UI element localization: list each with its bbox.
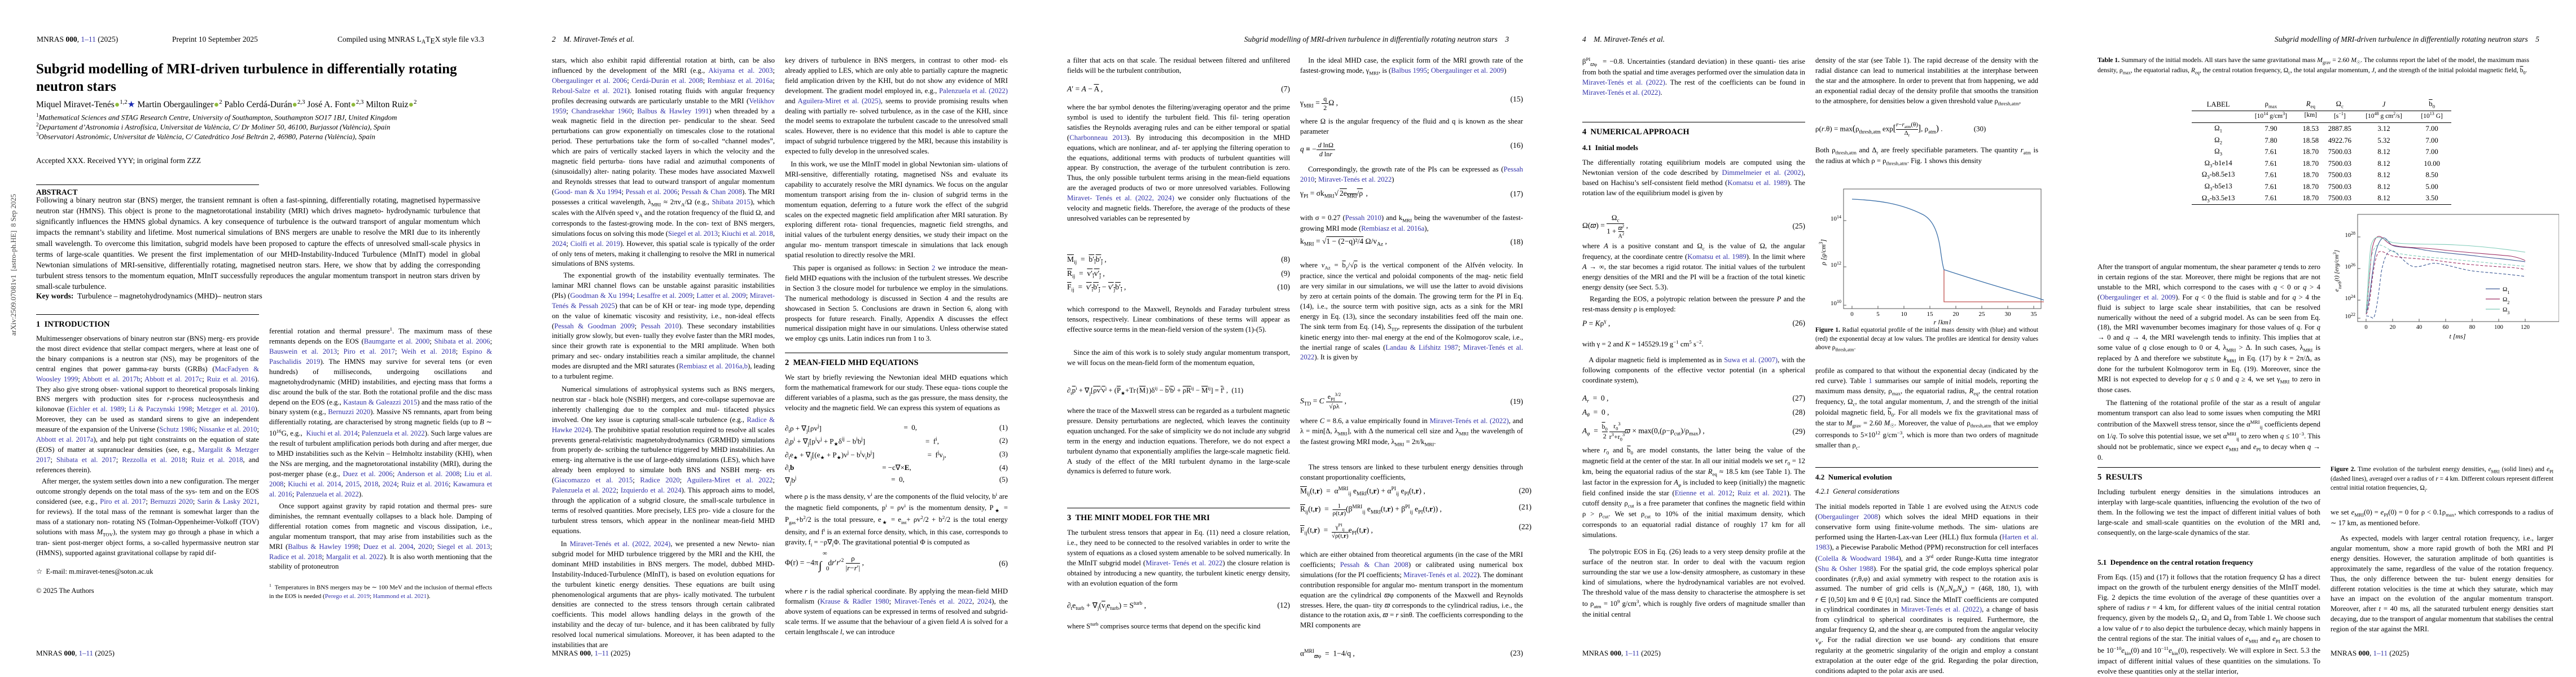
svg-text:0: 0 <box>1850 311 1854 318</box>
svg-text:40: 40 <box>2416 324 2423 331</box>
svg-text:15: 15 <box>1927 311 1934 318</box>
svg-text:t [ms]: t [ms] <box>2449 332 2465 340</box>
svg-text:35: 35 <box>2031 311 2038 318</box>
svg-text:r [km]: r [km] <box>1933 318 1951 324</box>
svg-text:ρ [g/cm3]: ρ [g/cm3] <box>1818 239 1827 266</box>
svg-text:20: 20 <box>1953 311 1960 318</box>
svg-text:1012: 1012 <box>1831 261 1841 269</box>
svg-text:1014: 1014 <box>1831 214 1841 223</box>
svg-text:1022: 1022 <box>2345 312 2356 320</box>
svg-text:1010: 1010 <box>1831 299 1841 307</box>
svg-text:80: 80 <box>2469 324 2476 331</box>
svg-text:1026: 1026 <box>2345 262 2356 271</box>
svg-text:0: 0 <box>2364 324 2367 331</box>
svg-text:20: 20 <box>2390 324 2396 331</box>
svg-text:5: 5 <box>1876 311 1880 318</box>
svg-text:1028: 1028 <box>2345 231 2356 239</box>
svg-text:10: 10 <box>1901 311 1908 318</box>
svg-text:eturb(t) [erg/cm3]: eturb(t) [erg/cm3] <box>2332 250 2342 292</box>
svg-text:1024: 1024 <box>2345 294 2356 302</box>
svg-text:60: 60 <box>2443 324 2449 331</box>
svg-text:120: 120 <box>2521 324 2530 331</box>
svg-text:25: 25 <box>1979 311 1986 318</box>
svg-text:30: 30 <box>2005 311 2012 318</box>
svg-text:100: 100 <box>2494 324 2503 331</box>
